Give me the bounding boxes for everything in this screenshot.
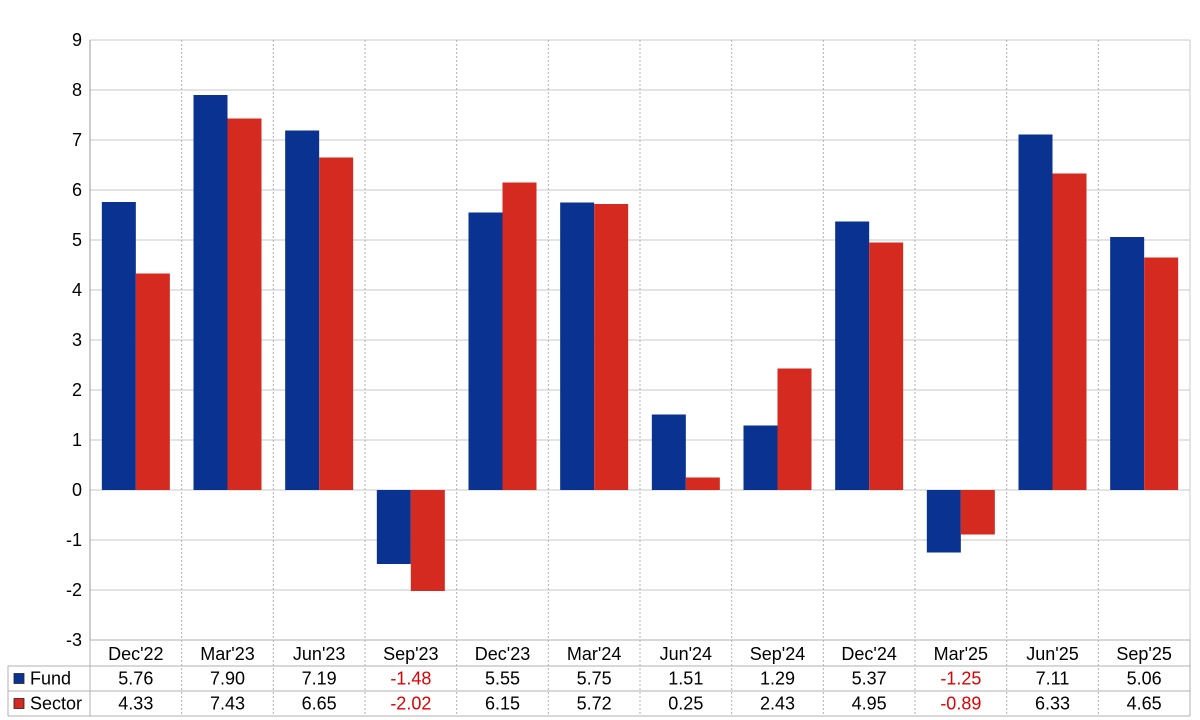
bar-fund	[1110, 237, 1145, 490]
y-tick-label: 6	[72, 180, 82, 200]
bar-fund	[743, 425, 778, 490]
bar-sector	[1052, 173, 1087, 490]
bar-sector	[594, 204, 629, 490]
data-label-sector: 6.65	[302, 694, 337, 714]
legend-swatch-sector	[13, 698, 25, 709]
bar-fund	[193, 95, 228, 490]
data-label-sector: 4.95	[852, 694, 887, 714]
data-label-sector: 2.43	[760, 694, 795, 714]
data-label-sector: 6.15	[485, 694, 520, 714]
data-label-fund: 7.19	[302, 669, 337, 689]
y-tick-label: 7	[72, 130, 82, 150]
data-label-fund: 1.51	[668, 669, 703, 689]
x-tick-label: Mar'25	[934, 644, 988, 664]
bar-sector	[319, 157, 354, 490]
bar-sector	[1144, 257, 1179, 490]
bar-sector	[685, 477, 720, 490]
bar-fund	[101, 202, 136, 490]
data-label-fund: -1.48	[390, 669, 431, 689]
grid-layer	[89, 39, 1191, 641]
data-label-fund: 7.11	[1036, 669, 1070, 689]
y-tick-label: 0	[72, 480, 82, 500]
y-tick-label: -1	[66, 530, 82, 550]
bar-fund	[835, 221, 870, 490]
data-table: Dec'22 Mar'23 Jun'23 Sep'23 Dec'23 Mar'24 Jun'…	[7, 639, 1191, 717]
y-tick-label: 3	[72, 330, 82, 350]
x-tick-label: Mar'23	[200, 644, 254, 664]
bar-sector	[135, 273, 170, 490]
data-label-fund: 5.55	[485, 669, 520, 689]
bar-fund	[468, 212, 503, 490]
x-tick-label: Jun'24	[660, 644, 712, 664]
bar-sector	[869, 242, 904, 490]
bar-sector	[960, 490, 995, 535]
x-tick-label: Dec'23	[475, 644, 530, 664]
y-tick-label: 8	[72, 80, 82, 100]
y-tick-label: 2	[72, 380, 82, 400]
bar-sector	[227, 118, 262, 490]
bar-fund	[560, 202, 595, 490]
y-tick-label: 9	[72, 30, 82, 50]
x-tick-label: Dec'22	[108, 644, 163, 664]
bar-sector	[502, 182, 537, 490]
data-label-sector: 7.43	[210, 694, 245, 714]
data-label-sector: -0.89	[940, 694, 981, 714]
bar-fund	[926, 490, 961, 553]
bar-fund	[285, 130, 320, 490]
data-label-fund: 5.37	[852, 669, 887, 689]
y-axis: -3 -2 -1 0 1 2 3 4 5 6 7 8 9	[66, 30, 82, 650]
bar-sector	[777, 368, 812, 490]
bars-layer	[101, 95, 1179, 591]
x-tick-label: Sep'24	[750, 644, 806, 664]
data-label-fund: -1.25	[940, 669, 981, 689]
y-tick-label: -2	[66, 580, 82, 600]
legend-label-fund: Fund	[30, 669, 71, 689]
x-tick-label: Sep'25	[1116, 644, 1172, 664]
data-label-sector: 4.33	[118, 694, 153, 714]
data-label-sector: 4.65	[1127, 694, 1162, 714]
data-label-sector: 5.72	[577, 694, 612, 714]
data-label-fund: 5.06	[1127, 669, 1162, 689]
bar-fund	[376, 490, 411, 564]
legend-swatch-fund	[13, 673, 25, 684]
bar-sector	[410, 490, 445, 591]
data-label-sector: 0.25	[668, 694, 703, 714]
bar-fund	[1018, 134, 1053, 490]
data-label-fund: 5.75	[577, 669, 612, 689]
data-label-fund: 7.90	[210, 669, 245, 689]
y-tick-label: 5	[72, 230, 82, 250]
y-tick-label: -3	[66, 630, 82, 650]
data-label-sector: -2.02	[390, 694, 431, 714]
x-tick-label: Mar'24	[567, 644, 621, 664]
data-label-sector: 6.33	[1035, 694, 1070, 714]
x-tick-label: Sep'23	[383, 644, 439, 664]
x-tick-label: Dec'24	[841, 644, 896, 664]
data-label-fund: 1.29	[760, 669, 795, 689]
legend-label-sector: Sector	[30, 694, 82, 714]
y-tick-label: 4	[72, 280, 82, 300]
x-tick-label: Jun'23	[293, 644, 345, 664]
data-label-fund: 5.76	[118, 669, 153, 689]
y-tick-label: 1	[72, 430, 82, 450]
x-tick-label: Jun'25	[1026, 644, 1078, 664]
bar-fund	[651, 414, 686, 490]
